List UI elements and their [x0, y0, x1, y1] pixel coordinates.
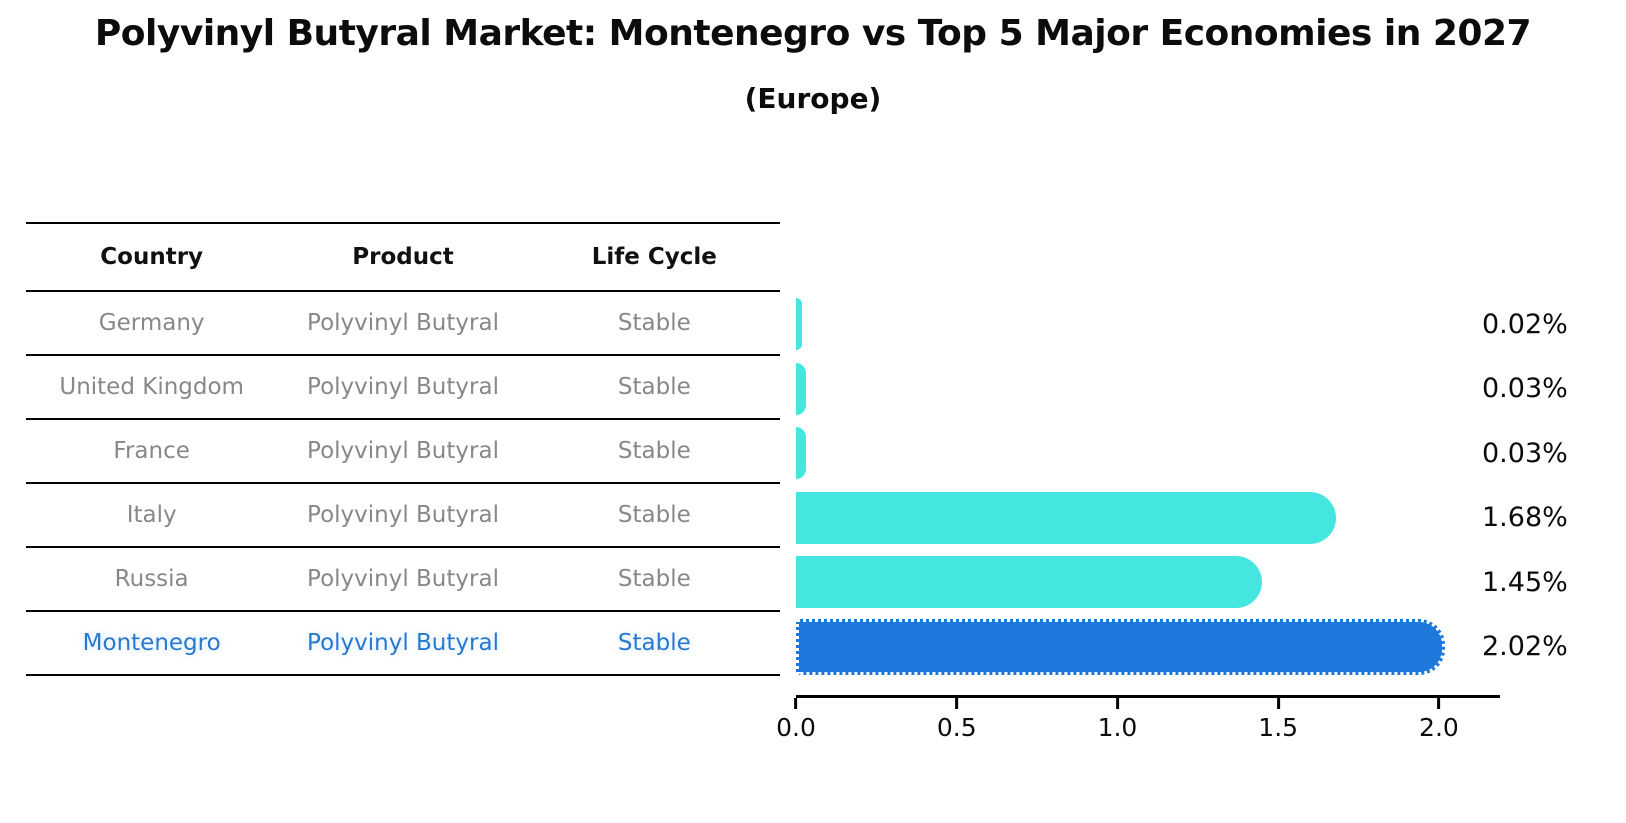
cell-country: Italy: [126, 502, 177, 528]
table-row-united-kingdom: United Kingdom Polyvinyl Butyral Stable: [26, 356, 780, 420]
cell-country: United Kingdom: [59, 374, 244, 400]
cell-product: Polyvinyl Butyral: [307, 566, 499, 592]
cell-country: Russia: [114, 566, 189, 592]
x-tick-1: 0.5: [937, 698, 977, 742]
x-tick-2: 1.0: [1097, 698, 1138, 742]
tick-mark: [1115, 698, 1119, 709]
bar-italy: [796, 491, 1337, 544]
header-cell-product: Product: [352, 244, 454, 270]
x-tick-label: 2.0: [1419, 713, 1459, 742]
cell-product: Polyvinyl Butyral: [307, 438, 499, 464]
cell-product: Polyvinyl Butyral: [307, 502, 499, 528]
cell-country: France: [113, 438, 190, 464]
x-tick-label: 0.0: [776, 713, 816, 742]
value-label-france: 0.03%: [1482, 437, 1568, 469]
x-tick-3: 1.5: [1258, 698, 1298, 742]
x-tick-4: 2.0: [1419, 698, 1459, 742]
bar-russia: [796, 556, 1263, 609]
tick-mark: [1276, 698, 1280, 709]
cell-life-cycle: Stable: [617, 310, 691, 336]
bar-france: [796, 427, 806, 480]
cell-country: Montenegro: [82, 630, 221, 656]
cell-life-cycle: Stable: [617, 566, 691, 592]
bar-row-russia: [796, 550, 1500, 615]
x-tick-label: 1.0: [1097, 713, 1138, 742]
bar-row-montenegro: [796, 615, 1500, 680]
header-cell-life-cycle: Life Cycle: [591, 244, 717, 270]
bar-united-kingdom: [796, 362, 806, 415]
value-label-russia: 1.45%: [1482, 566, 1568, 598]
cell-life-cycle: Stable: [617, 630, 691, 656]
cell-country: Germany: [98, 310, 205, 336]
x-axis: 0.0 0.5 1.0 1.5 2.0: [776, 695, 1500, 742]
bar-row-france: [796, 421, 1500, 486]
cell-product: Polyvinyl Butyral: [307, 630, 499, 656]
cell-product: Polyvinyl Butyral: [307, 374, 499, 400]
table-row-russia: Russia Polyvinyl Butyral Stable: [26, 548, 780, 612]
value-label-united-kingdom: 0.03%: [1482, 373, 1568, 405]
cell-life-cycle: Stable: [617, 374, 691, 400]
tick-mark: [794, 698, 798, 709]
bar-row-united-kingdom: [796, 357, 1500, 422]
x-tick-label: 1.5: [1258, 713, 1299, 742]
table-header-row: Country Product Life Cycle: [26, 222, 780, 292]
bar-germany: [796, 298, 803, 351]
table-row-germany: Germany Polyvinyl Butyral Stable: [26, 292, 780, 356]
bar-chart: [796, 292, 1500, 679]
bar-montenegro: [796, 618, 1446, 675]
country-table: Country Product Life Cycle Germany Polyv…: [26, 222, 780, 676]
table-row-france: France Polyvinyl Butyral Stable: [26, 420, 780, 484]
value-labels: 0.02% 0.03% 0.03% 1.68% 1.45% 2.02%: [1482, 292, 1568, 679]
value-label-germany: 0.02%: [1482, 308, 1568, 340]
bar-row-italy: [796, 486, 1500, 551]
cell-life-cycle: Stable: [617, 502, 691, 528]
x-tick-0: 0.0: [776, 698, 816, 742]
x-tick-label: 0.5: [936, 713, 977, 742]
table-row-montenegro: Montenegro Polyvinyl Butyral Stable: [26, 612, 780, 676]
tick-mark: [1437, 698, 1441, 709]
value-label-italy: 1.68%: [1482, 502, 1568, 534]
bar-row-germany: [796, 292, 1500, 357]
value-label-montenegro: 2.02%: [1482, 631, 1568, 663]
tick-mark: [955, 698, 959, 709]
cell-life-cycle: Stable: [617, 438, 691, 464]
chart-subtitle: (Europe): [744, 82, 882, 115]
cell-product: Polyvinyl Butyral: [307, 310, 499, 336]
chart-title: Polyvinyl Butyral Market: Montenegro vs …: [94, 13, 1532, 54]
table-row-italy: Italy Polyvinyl Butyral Stable: [26, 484, 780, 548]
header-cell-country: Country: [100, 244, 204, 270]
